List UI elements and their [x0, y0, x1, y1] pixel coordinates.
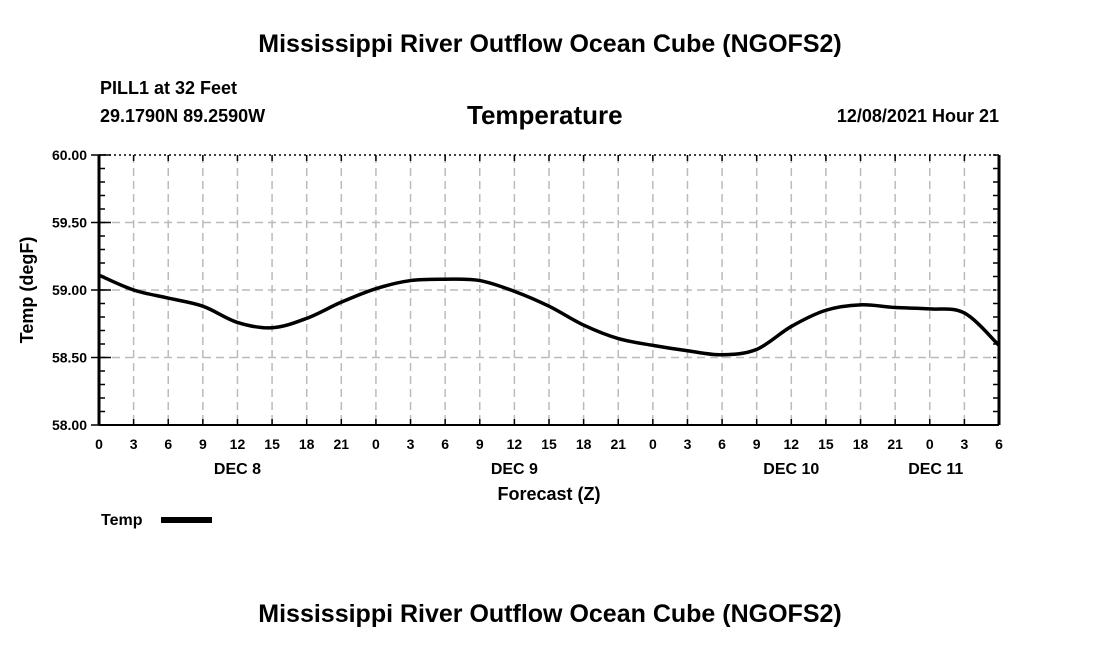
x-tick-label: 6 — [718, 436, 726, 452]
y-tick-label: 59.50 — [52, 215, 87, 231]
footer-title: Mississippi River Outflow Ocean Cube (NG… — [258, 600, 842, 628]
x-tick-label: 18 — [576, 436, 592, 452]
y-tick-label: 59.00 — [52, 282, 87, 298]
x-tick-label: 3 — [960, 436, 968, 452]
page-title: Mississippi River Outflow Ocean Cube (NG… — [258, 30, 842, 58]
x-tick-label: 0 — [926, 436, 934, 452]
x-tick-label: 0 — [95, 436, 103, 452]
chart-title: Temperature — [467, 100, 623, 130]
legend-label: Temp — [101, 512, 143, 529]
x-tick-label: 21 — [610, 436, 626, 452]
x-tick-label: 6 — [995, 436, 1003, 452]
x-tick-label: 3 — [407, 436, 415, 452]
x-tick-label: 9 — [199, 436, 207, 452]
x-tick-label: 18 — [853, 436, 869, 452]
day-label: DEC 8 — [214, 461, 261, 478]
forecast-datetime: 12/08/2021 Hour 21 — [836, 106, 999, 126]
series-line-temp — [98, 273, 1001, 357]
x-tick-label: 6 — [441, 436, 449, 452]
y-tick-label: 58.00 — [52, 417, 87, 433]
day-label: DEC 11 — [908, 461, 963, 478]
y-tick-label: 60.00 — [52, 147, 87, 163]
x-tick-label: 0 — [372, 436, 380, 452]
x-tick-label: 12 — [230, 436, 246, 452]
x-tick-label: 12 — [507, 436, 523, 452]
x-tick-label: 12 — [784, 436, 800, 452]
station-coords: 29.1790N 89.2590W — [100, 106, 266, 126]
x-tick-label: 3 — [130, 436, 138, 452]
x-tick-label: 21 — [887, 436, 903, 452]
x-tick-label: 15 — [818, 436, 834, 452]
x-axis-label: Forecast (Z) — [497, 484, 600, 504]
y-axis-label: Temp (degF) — [17, 237, 37, 344]
x-tick-label: 15 — [541, 436, 557, 452]
day-label: DEC 10 — [763, 461, 819, 478]
x-tick-label: 6 — [164, 436, 172, 452]
day-label: DEC 9 — [491, 461, 538, 478]
x-tick-label: 3 — [684, 436, 692, 452]
station-label: PILL1 at 32 Feet — [100, 78, 238, 98]
y-tick-label: 58.50 — [52, 350, 87, 366]
x-tick-label: 15 — [264, 436, 280, 452]
x-tick-label: 21 — [334, 436, 350, 452]
x-tick-label: 0 — [649, 436, 657, 452]
x-tick-label: 9 — [476, 436, 484, 452]
x-tick-label: 18 — [299, 436, 315, 452]
x-tick-label: 9 — [753, 436, 761, 452]
